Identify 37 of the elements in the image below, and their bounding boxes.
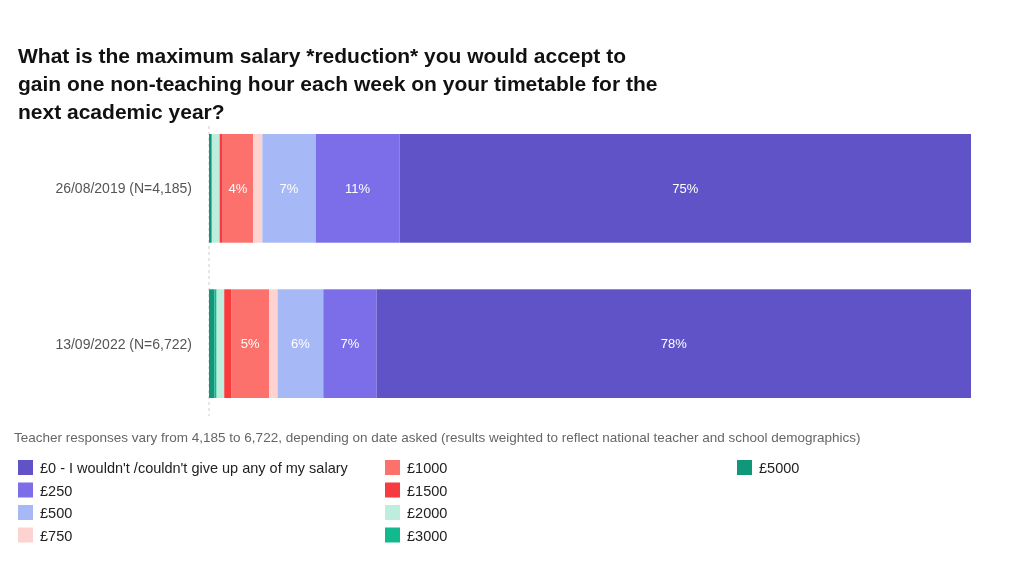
bar [315,134,400,243]
bar [222,134,254,243]
chart-title: What is the maximum salary *reduction* you would accept to gain one non-teaching hour each week on your timetable for the next academic year? [18,44,658,123]
legend-label: £750 [40,527,73,544]
legend-label: £0 - I wouldn't /couldn't give up any of my salary [40,460,349,477]
y-tick-label: 26/08/2019 (N=4,185) [55,180,192,197]
data-label: 6% [291,336,311,352]
data-label: 11% [345,180,371,196]
bar [323,289,377,398]
legend-label: £5000 [759,460,800,477]
legend-label: £2000 [407,505,448,522]
bar [262,134,316,243]
legend-label: £250 [40,482,73,499]
data-label: 5% [240,336,260,352]
legend-label: £1000 [407,460,448,477]
bar [253,134,263,243]
data-label: 75% [672,180,699,196]
data-label: 7% [279,180,299,196]
bar [216,289,225,398]
bar [231,289,270,398]
bar [399,134,971,243]
data-label: 78% [660,336,688,352]
y-tick-label: 13/09/2022 (N=6,722) [55,335,192,352]
bar [212,134,220,243]
bar [376,289,971,398]
legend-label: £500 [40,505,73,522]
bar [214,289,217,398]
bar [269,289,278,398]
text: Teacher responses vary from 4,185 to 6,722, depending on date asked (results weighted to reflect national teacher and school demographics) [14,430,861,445]
bar [224,289,232,398]
legend-label: £3000 [407,527,448,544]
legend-label: £1500 [407,482,448,499]
bar [219,134,223,243]
bar [209,289,215,398]
bar [277,289,324,398]
data-label: 4% [228,180,248,196]
data-label: 7% [340,336,360,352]
